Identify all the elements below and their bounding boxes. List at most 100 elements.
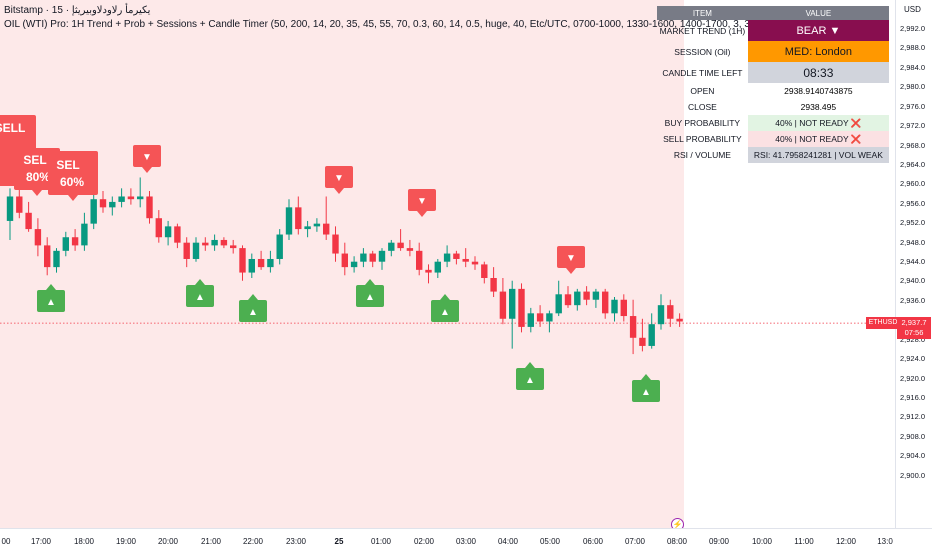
candle[interactable] [90, 191, 97, 230]
candle[interactable] [546, 310, 553, 333]
candle[interactable] [378, 248, 386, 270]
symbol-line[interactable]: Bitstamp · 15 · يكيرمأ رلاودلاوبيريثإ [4, 5, 151, 16]
candle[interactable] [230, 239, 237, 254]
candle[interactable] [332, 226, 339, 262]
candle[interactable] [611, 297, 618, 322]
candle[interactable] [341, 242, 348, 276]
candle[interactable] [183, 237, 190, 268]
candle[interactable] [276, 229, 283, 265]
buy-arrow-marker[interactable] [239, 300, 267, 322]
candle[interactable] [127, 188, 135, 205]
candle[interactable] [285, 199, 293, 240]
buy-arrow-marker[interactable] [356, 285, 384, 307]
candle[interactable] [648, 313, 655, 349]
candle[interactable] [16, 185, 23, 219]
buy-arrow-marker[interactable] [632, 380, 660, 402]
candle[interactable] [555, 280, 562, 317]
candle[interactable] [313, 218, 321, 232]
candle[interactable] [304, 220, 311, 238]
candle[interactable] [536, 305, 544, 327]
price-tick: 2,916.0 [900, 392, 926, 402]
sell-arrow-marker[interactable] [408, 189, 436, 211]
candle[interactable] [53, 248, 60, 273]
candle[interactable] [174, 223, 181, 249]
candle[interactable] [109, 196, 116, 216]
candlestick-chart[interactable]: SELL SEL 80% SEL 60% ▼ ▼ ▼ ▼ ▲ ▲ ▲ ▲ ▲ ▲ ▲ [0, 0, 895, 528]
candle[interactable] [602, 288, 609, 319]
candle[interactable] [388, 239, 395, 257]
indicator-line[interactable]: OIL (WTI) Pro: 1H Trend + Prob + Session… [4, 19, 799, 30]
buy-arrow-marker[interactable] [186, 285, 214, 307]
candle[interactable] [267, 250, 274, 273]
currency-label[interactable]: USD [904, 5, 921, 14]
time-axis[interactable]: 00 17:00 18:00 19:00 20:00 21:00 22:00 23:00 25 0… [0, 528, 932, 550]
symbol-price-tag: ETHUSD [866, 317, 900, 329]
candle[interactable] [471, 256, 479, 270]
buy-arrow-marker[interactable] [431, 300, 459, 322]
candle[interactable] [443, 245, 451, 268]
candle[interactable] [137, 177, 144, 208]
candle[interactable] [592, 288, 600, 308]
candle[interactable] [629, 299, 637, 355]
candle[interactable] [425, 264, 432, 284]
candle[interactable] [71, 229, 79, 251]
candle[interactable] [620, 294, 627, 322]
sell-arrow-marker[interactable] [325, 166, 353, 188]
candle[interactable] [369, 250, 376, 268]
candle[interactable] [220, 237, 228, 249]
candle[interactable] [6, 188, 14, 240]
sell-arrow-marker[interactable] [557, 246, 585, 268]
candle[interactable] [434, 258, 441, 278]
buy-arrow-marker[interactable] [516, 368, 544, 390]
candle[interactable] [350, 256, 358, 273]
buy-arrow-marker[interactable] [37, 290, 65, 312]
candle-body [323, 223, 330, 235]
chart-area[interactable]: SELL SEL 80% SEL 60% ▼ ▼ ▼ ▼ ▲ ▲ ▲ ▲ ▲ ▲ ▲ Bitstamp · 1… [0, 0, 895, 531]
candle[interactable] [676, 313, 683, 327]
candle[interactable] [248, 253, 255, 278]
candle[interactable] [657, 294, 665, 330]
candle[interactable] [583, 286, 590, 306]
candle[interactable] [490, 267, 497, 298]
candle[interactable] [81, 212, 88, 251]
sell-signal-label[interactable] [0, 150, 14, 186]
candle[interactable] [667, 299, 674, 327]
candle-body [555, 294, 562, 314]
sell-arrow-marker[interactable] [133, 145, 161, 167]
candle[interactable] [34, 218, 42, 257]
candle[interactable] [257, 250, 265, 270]
price-tick: 2,924.0 [900, 354, 926, 364]
candle[interactable] [192, 237, 200, 262]
candle[interactable] [323, 196, 330, 240]
candle[interactable] [518, 283, 525, 333]
candle[interactable] [211, 234, 218, 251]
candle[interactable] [239, 245, 246, 281]
candle[interactable] [499, 278, 507, 325]
candle[interactable] [202, 237, 209, 251]
candle[interactable] [164, 220, 172, 246]
candle[interactable] [397, 229, 404, 251]
candle[interactable] [99, 191, 107, 213]
candle[interactable] [509, 280, 516, 349]
candle[interactable] [453, 250, 460, 265]
candle[interactable] [62, 231, 69, 257]
candle[interactable] [574, 288, 581, 311]
candle[interactable] [25, 201, 32, 232]
candle[interactable] [481, 261, 488, 284]
candle[interactable] [406, 239, 414, 257]
candle[interactable] [416, 242, 423, 276]
candle[interactable] [639, 318, 646, 352]
candle[interactable] [360, 248, 367, 268]
price-tick: 2,936.0 [900, 295, 926, 305]
sell-signal-label[interactable] [48, 151, 98, 195]
candle-body [648, 324, 655, 346]
candle[interactable] [527, 307, 534, 333]
candle[interactable] [44, 237, 51, 276]
candle[interactable] [155, 210, 162, 243]
candle[interactable] [146, 191, 153, 224]
candle[interactable] [118, 188, 125, 208]
price-axis[interactable]: USD 2,992.0 2,988.0 2,984.0 2,980.0 2,976.0 2… [895, 0, 932, 528]
candle[interactable] [295, 196, 302, 235]
candle[interactable] [564, 286, 572, 308]
candle[interactable] [462, 248, 469, 268]
